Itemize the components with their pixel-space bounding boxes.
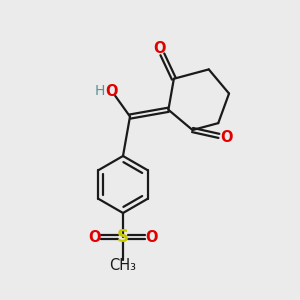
Text: O: O — [153, 41, 165, 56]
Text: O: O — [88, 230, 101, 244]
Text: O: O — [220, 130, 233, 145]
Text: H: H — [95, 84, 105, 98]
Text: CH₃: CH₃ — [110, 258, 136, 273]
Text: S: S — [117, 228, 129, 246]
Text: O: O — [145, 230, 158, 244]
Text: O: O — [105, 84, 118, 99]
